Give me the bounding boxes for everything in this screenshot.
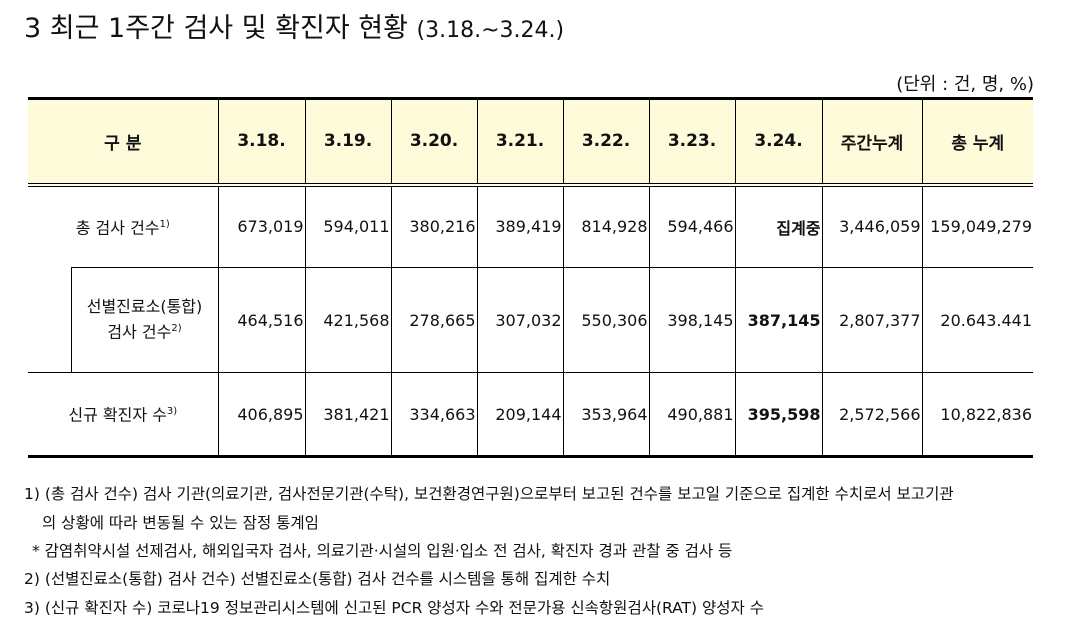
data-cell: 2,807,377 bbox=[821, 267, 923, 373]
table-row: 총 검사 건수1) 673,019 594,011 380,216 389,419 814… bbox=[28, 184, 1034, 268]
row-label: 총 검사 건수1) bbox=[28, 184, 219, 268]
title-period: (3.18.~3.24.) bbox=[416, 18, 565, 43]
data-cell: 550,306 bbox=[562, 267, 650, 373]
data-cell: 334,663 bbox=[390, 372, 478, 458]
header-cell: 3.20. bbox=[390, 98, 478, 187]
data-cell: 389,419 bbox=[476, 184, 564, 268]
indent-cell bbox=[28, 267, 72, 373]
footnote: 2) (선별진료소(통합) 검사 건수) 선별진료소(통합) 검사 건수를 시스… bbox=[24, 570, 611, 588]
header-row: 구 분 3.18. 3.19. 3.20. 3.21. 3.22. 3.23. 3.24. 주간… bbox=[28, 98, 1034, 187]
footnote: 3) (신규 확진자 수) 코로나19 정보관리시스템에 신고된 PCR 양성자… bbox=[24, 599, 764, 617]
table: 구 분 3.18. 3.19. 3.20. 3.21. 3.22. 3.23. 3.24. 주간… bbox=[28, 97, 1034, 458]
footnote-mark: 1) bbox=[159, 219, 170, 231]
data-cell: 594,011 bbox=[304, 184, 392, 268]
data-cell: 490,881 bbox=[648, 372, 736, 458]
footnote-mark: 3) bbox=[166, 406, 178, 418]
data-cell: 20.643.441 bbox=[921, 267, 1034, 373]
header-cell: 구 분 bbox=[28, 98, 219, 187]
data-cell: 159,049,279 bbox=[921, 184, 1034, 268]
table-row: 신규 확진자 수3) 406,895 381,421 334,663 209,144 35… bbox=[28, 372, 1034, 458]
data-cell: 3,446,059 bbox=[821, 184, 923, 268]
data-cell: 381,421 bbox=[304, 372, 392, 458]
data-cell: 464,516 bbox=[217, 267, 306, 373]
header-cell: 총 누계 bbox=[921, 98, 1034, 187]
data-cell: 집계중 bbox=[734, 184, 823, 268]
title: 3 최근 1주간 검사 및 확진자 현황 (3.18.~3.24.) bbox=[24, 6, 564, 45]
data-cell: 421,568 bbox=[304, 267, 392, 373]
title-text: 3 최근 1주간 검사 및 확진자 현황 bbox=[24, 13, 408, 44]
header-cell: 3.19. bbox=[304, 98, 392, 187]
data-cell: 10,822,836 bbox=[921, 372, 1034, 458]
data-cell: 2,572,566 bbox=[821, 372, 923, 458]
unit-label: (단위 : 건, 명, %) bbox=[896, 74, 1034, 95]
data-cell: 594,466 bbox=[648, 184, 736, 268]
data-cell: 387,145 bbox=[734, 267, 823, 373]
header-cell: 3.24. bbox=[734, 98, 823, 187]
data-cell: 209,144 bbox=[476, 372, 564, 458]
data-cell: 353,964 bbox=[562, 372, 650, 458]
header-cell: 3.18. bbox=[217, 98, 306, 187]
data-cell: 673,019 bbox=[217, 184, 306, 268]
header-cell: 주간누계 bbox=[821, 98, 923, 187]
data-cell: 395,598 bbox=[734, 372, 823, 458]
data-cell: 814,928 bbox=[562, 184, 650, 268]
row-label: 신규 확진자 수3) bbox=[28, 372, 219, 458]
table-row: 선별진료소(통합) 검사 건수2) 464,516 421,568 278,665 307… bbox=[28, 267, 1034, 373]
data-cell: 278,665 bbox=[390, 267, 478, 373]
data-cell: 380,216 bbox=[390, 184, 478, 268]
row-label: 선별진료소(통합) 검사 건수2) bbox=[70, 267, 219, 373]
footnote-mark: 2) bbox=[171, 323, 182, 335]
row-label-text: 신규 확진자 수 bbox=[68, 405, 167, 425]
row-label-text: 선별진료소(통합) bbox=[86, 297, 203, 317]
footnote: 1) (총 검사 건수) 검사 기관(의료기관, 검사전문기관(수탁), 보건환… bbox=[24, 485, 954, 503]
data-cell: 406,895 bbox=[217, 372, 306, 458]
header-cell: 3.21. bbox=[476, 98, 564, 187]
footnote: 의 상황에 따라 변동될 수 있는 잠정 통계임 bbox=[42, 514, 319, 532]
data-cell: 398,145 bbox=[648, 267, 736, 373]
row-label-text: 검사 건수 bbox=[107, 322, 172, 342]
row-label-text: 총 검사 건수 bbox=[75, 218, 160, 238]
header-cell: 3.23. bbox=[648, 98, 736, 187]
data-cell: 307,032 bbox=[476, 267, 564, 373]
footnote: * 감염취약시설 선제검사, 해외입국자 검사, 의료기관·시설의 입원·입소 … bbox=[32, 542, 733, 560]
header-cell: 3.22. bbox=[562, 98, 650, 187]
